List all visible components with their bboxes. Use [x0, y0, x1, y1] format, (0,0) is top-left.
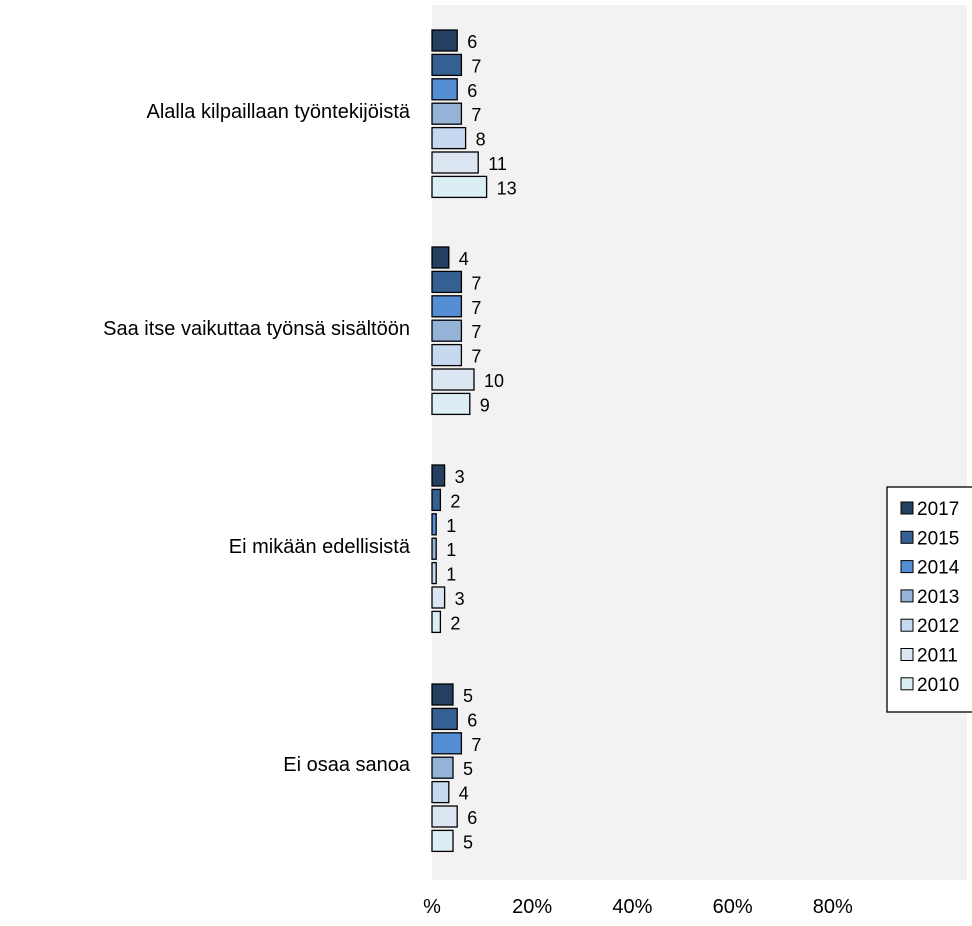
- legend-label: 2010: [917, 675, 959, 696]
- bar-2010: [431, 392, 471, 416]
- bar-2015: [431, 488, 442, 512]
- bar-2017: [431, 683, 454, 706]
- bar-2010: [431, 829, 454, 853]
- bar-value-label: 2: [450, 491, 460, 511]
- bar-value-label: 7: [471, 273, 481, 293]
- x-tick-label: 60%: [713, 896, 753, 918]
- legend-label: 2015: [917, 528, 959, 549]
- legend: 2017 2015 2014 2013 2012 2011 2010: [886, 486, 972, 713]
- bar-2014: [431, 295, 463, 318]
- bar-value-label: 11: [488, 154, 507, 174]
- legend-item: 2014: [900, 558, 960, 579]
- bar-2017: [431, 246, 450, 269]
- legend-label: 2011: [917, 646, 958, 667]
- plot-area: [432, 5, 967, 880]
- bar-value-label: 3: [455, 467, 465, 487]
- bar-value-label: 13: [497, 178, 517, 198]
- x-axis-ticks: % 20% 40% 60% 80%: [423, 896, 853, 918]
- bar-value-label: 10: [484, 371, 504, 391]
- bar-value-label: 6: [467, 81, 477, 101]
- category-label: Ei osaa sanoa: [283, 754, 411, 776]
- bar-value-label: 6: [467, 710, 477, 730]
- bar-2015: [431, 707, 458, 731]
- bar-value-label: 4: [459, 784, 469, 804]
- bar-2010: [431, 175, 488, 199]
- bar-value-label: 2: [450, 613, 460, 633]
- legend-item: 2017: [900, 499, 959, 520]
- bar-value-label: 6: [467, 32, 477, 52]
- category-group: 5 6 7 5 4 6 5: [431, 683, 481, 853]
- category-label: Saa itse vaikuttaa työnsä sisältöön: [103, 318, 410, 340]
- bar-2014: [431, 513, 437, 536]
- bar-value-label: 1: [446, 565, 456, 585]
- bar-value-label: 5: [463, 759, 473, 779]
- category-group: 6 7 6 7 811 13: [431, 29, 517, 199]
- legend-item: 2013: [900, 587, 959, 608]
- legend-label: 2014: [917, 558, 960, 579]
- bar-2013: [431, 102, 463, 125]
- bar-value-label: 9: [480, 395, 490, 415]
- legend-swatch: [900, 618, 914, 632]
- bar-2010: [431, 610, 442, 634]
- bar-2015: [431, 53, 463, 77]
- bar-2012: [431, 561, 437, 585]
- bar-2011: [431, 368, 475, 391]
- bar-value-label: 3: [455, 589, 465, 609]
- bar-2014: [431, 78, 458, 101]
- legend-item: 2010: [900, 675, 959, 696]
- bar-value-label: 7: [471, 56, 481, 76]
- legend-swatch: [900, 560, 914, 574]
- bar-2015: [431, 270, 463, 294]
- bar-value-label: 7: [471, 347, 481, 367]
- bar-2012: [431, 126, 467, 150]
- bar-value-label: 6: [467, 808, 477, 828]
- legend-label: 2017: [917, 499, 959, 520]
- bar-value-label: 5: [463, 686, 473, 706]
- legend-swatch: [900, 648, 914, 661]
- bar-2012: [431, 343, 463, 367]
- bar-2013: [431, 319, 463, 342]
- bar-value-label: 7: [471, 322, 481, 342]
- x-tick-label: 20%: [512, 896, 552, 918]
- category-label: Ei mikään edellisistä: [229, 536, 411, 558]
- legend-swatch: [900, 501, 914, 515]
- category-labels: Alalla kilpaillaan työntekijöistä Saa its…: [103, 101, 411, 776]
- x-tick-label: %: [423, 896, 441, 918]
- bar-value-label: 1: [446, 516, 456, 536]
- bar-2014: [431, 732, 463, 755]
- x-tick-label: 40%: [612, 896, 652, 918]
- bar-2012: [431, 780, 450, 804]
- category-label: Alalla kilpaillaan työntekijöistä: [147, 101, 411, 123]
- category-group: 3 2 1 1 1 3 2: [431, 464, 465, 634]
- bar-value-label: 8: [476, 130, 486, 150]
- bar-2013: [431, 537, 437, 560]
- x-tick-label: 80%: [813, 896, 853, 918]
- legend-item: 2011: [900, 646, 958, 667]
- bar-2017: [431, 29, 458, 52]
- legend-item: 2015: [900, 528, 959, 549]
- bar-2017: [431, 464, 446, 487]
- bar-value-label: 7: [471, 735, 481, 755]
- bar-2011: [431, 151, 479, 174]
- legend-item: 2012: [900, 616, 959, 637]
- bar-value-label: 7: [471, 298, 481, 318]
- bar-2011: [431, 805, 458, 828]
- bar-value-label: 7: [471, 105, 481, 125]
- bar-value-label: 4: [459, 249, 469, 269]
- legend-label: 2012: [917, 616, 959, 637]
- bar-2011: [431, 586, 446, 609]
- legend-swatch: [900, 589, 914, 603]
- bar-value-label: 1: [446, 540, 456, 560]
- legend-swatch: [900, 530, 914, 544]
- legend-swatch: [900, 677, 914, 691]
- legend-label: 2013: [917, 587, 959, 608]
- bar-2013: [431, 756, 454, 779]
- bar-value-label: 5: [463, 832, 473, 852]
